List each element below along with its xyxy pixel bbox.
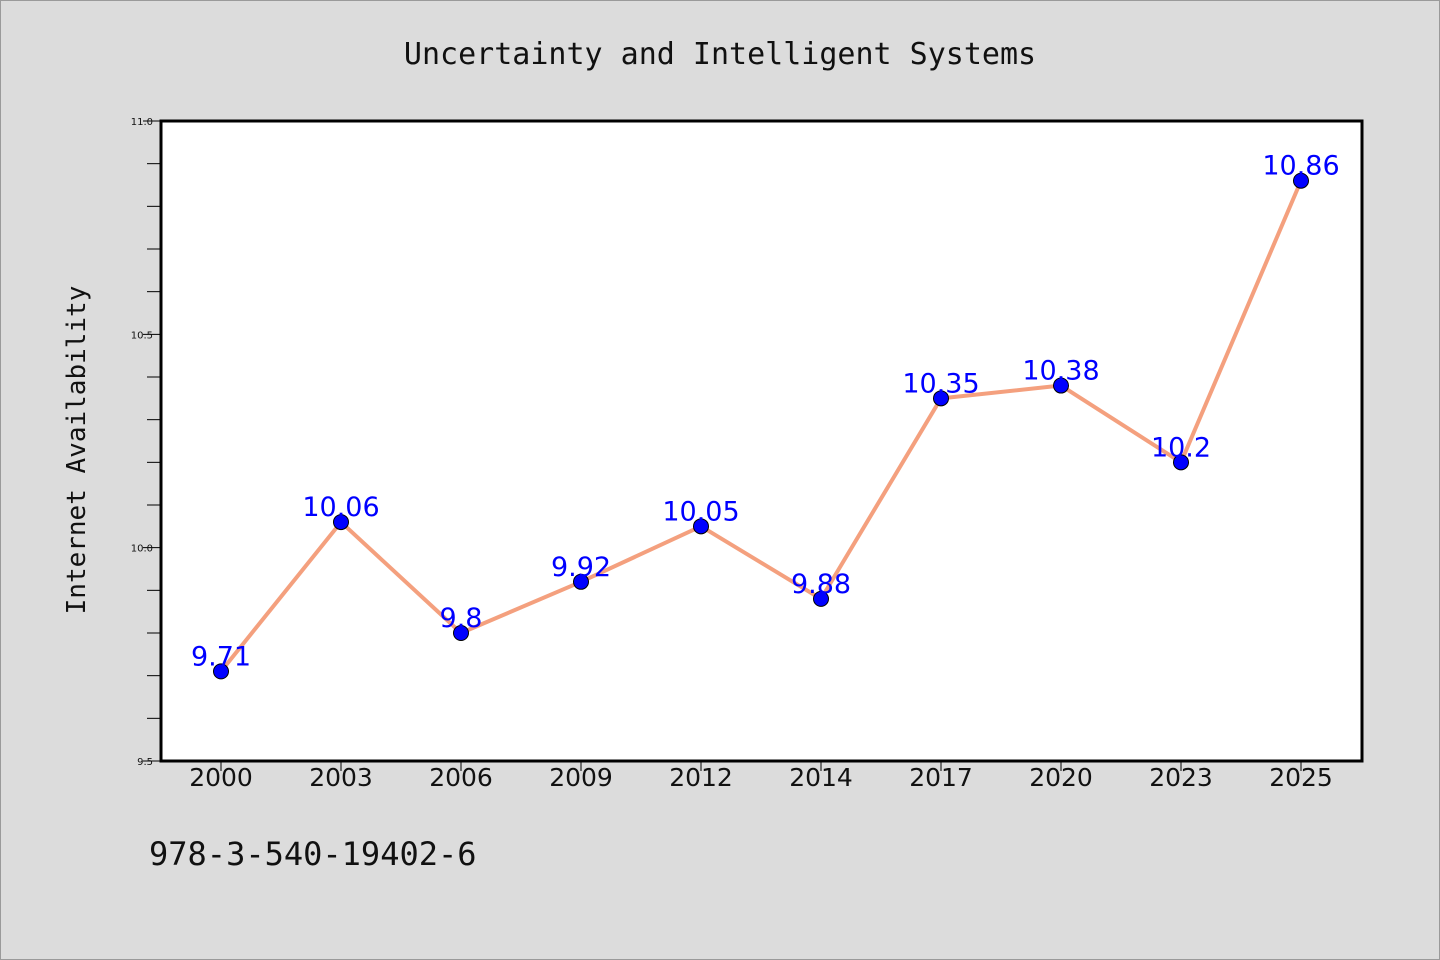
y-axis-ticks: 9.5 10.0 10.5 11.0 — [131, 117, 161, 768]
x-tick-label: 2017 — [909, 763, 973, 792]
data-label: 10.35 — [902, 368, 979, 399]
x-tick-label: 2025 — [1269, 763, 1333, 792]
data-series: 9.71 10.06 9.8 9.92 10.05 9.88 10.35 10.38 10.2 1… — [191, 151, 1340, 680]
y-tick-label: 9.5 — [137, 757, 153, 768]
data-label: 10.05 — [662, 496, 739, 527]
data-point — [573, 573, 589, 590]
x-axis-ticks: 2000 2003 2006 2009 2012 2014 2017 2020 2023 2025 — [189, 761, 1333, 792]
x-tick-label: 2006 — [429, 763, 493, 792]
x-tick-label: 2020 — [1029, 763, 1093, 792]
data-point — [1173, 454, 1189, 471]
data-point — [693, 518, 709, 535]
data-point — [813, 590, 829, 607]
y-tick-label: 10.0 — [131, 544, 153, 555]
data-label: 10.06 — [302, 492, 379, 523]
data-label: 10.38 — [1022, 356, 1099, 387]
x-tick-label: 2023 — [1149, 763, 1213, 792]
y-tick-label: 10.5 — [131, 330, 153, 341]
data-point — [933, 390, 949, 407]
series-line — [219, 179, 1303, 673]
x-tick-label: 2000 — [189, 763, 253, 792]
data-label: 9.88 — [791, 569, 851, 600]
isbn-text: 978-3-540-19402-6 — [149, 835, 477, 873]
data-point — [453, 625, 469, 641]
data-label: 9.92 — [551, 552, 611, 583]
chart-title: Uncertainty and Intelligent Systems — [404, 37, 1036, 72]
data-label: 10.86 — [1262, 151, 1339, 182]
plot-area — [159, 119, 1364, 763]
x-tick-label: 2012 — [669, 763, 733, 792]
x-tick-label: 2009 — [549, 763, 613, 792]
data-label: 10.2 — [1151, 432, 1211, 463]
data-point — [333, 514, 349, 531]
x-tick-label: 2003 — [309, 763, 373, 792]
y-tick-label: 11.0 — [131, 117, 153, 128]
data-point — [1293, 172, 1309, 189]
x-tick-label: 2014 — [789, 763, 853, 792]
data-label: 9.71 — [191, 641, 251, 672]
data-point — [213, 663, 229, 680]
data-point — [1053, 377, 1069, 394]
y-axis-label: Internet Availability — [62, 286, 92, 615]
data-label: 9.8 — [440, 603, 483, 634]
